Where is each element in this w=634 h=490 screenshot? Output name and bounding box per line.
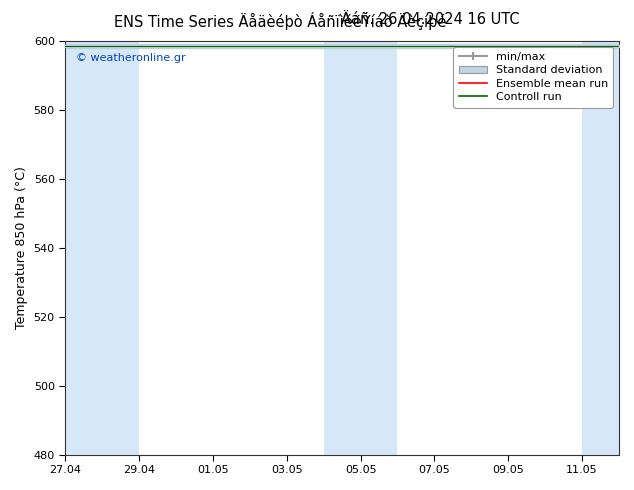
Bar	[323, 41, 398, 455]
Text: ENS Time Series Äåäèéþò ÁåñïìéëÝíáò Äèçíþé: ENS Time Series Äåäèéþò ÁåñïìéëÝíáò Äèçí…	[114, 12, 446, 30]
Text: © weatheronline.gr: © weatheronline.gr	[76, 53, 186, 64]
Text: Äáñ. 26.04.2024 16 UTC: Äáñ. 26.04.2024 16 UTC	[341, 12, 520, 27]
Y-axis label: Temperature 850 hPa (°C): Temperature 850 hPa (°C)	[15, 167, 28, 329]
Bar	[65, 41, 139, 455]
Bar	[582, 41, 619, 455]
Legend: min/max, Standard deviation, Ensemble mean run, Controll run: min/max, Standard deviation, Ensemble me…	[453, 47, 614, 108]
